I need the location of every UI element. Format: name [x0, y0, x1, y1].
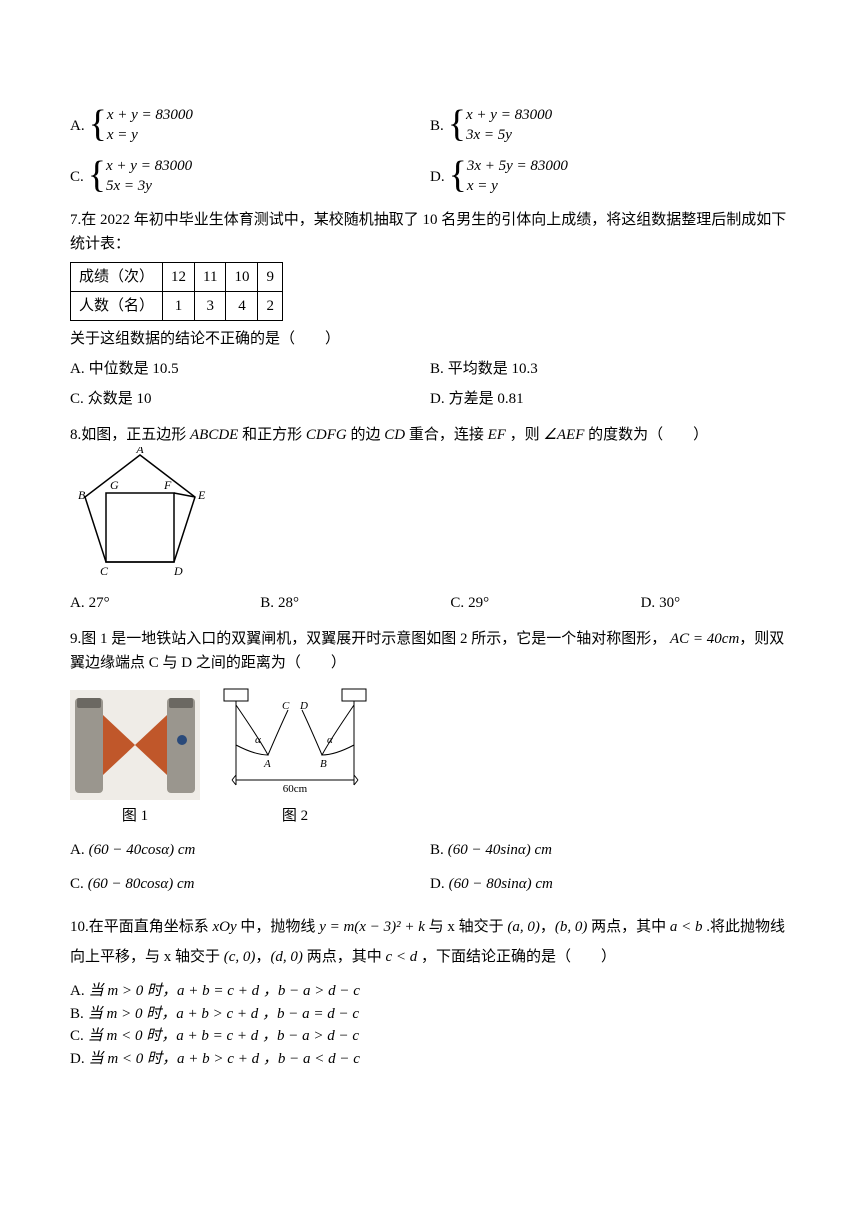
q8-option-a: A.27° [70, 591, 260, 615]
q10-option-d: D.当 m < 0 时，a + b > c + d ，b − a < d − c [70, 1048, 790, 1071]
eq-top: 3x + 5y = 83000 [467, 157, 568, 177]
option-label: D. [430, 165, 445, 189]
q6-option-d: D. { 3x + 5y = 83000 x = y [430, 157, 790, 196]
q10: 10.在平面直角坐标系 xOy 中，抛物线 y = m(x − 3)² + k … [70, 912, 790, 1070]
q8-text: 8.如图，正五边形 ABCDE 和正方形 CDFG 的边 CD 重合，连接 EF… [70, 423, 790, 447]
eq-bot: x = y [467, 177, 568, 197]
svg-text:B: B [320, 758, 327, 770]
eq-top: x + y = 83000 [106, 157, 192, 177]
q10-text: 10.在平面直角坐标系 xOy 中，抛物线 y = m(x − 3)² + k … [70, 912, 790, 972]
q7: 7.在 2022 年初中毕业生体育测试中，某校随机抽取了 10 名男生的引体向上… [70, 208, 790, 411]
svg-text:D: D [173, 564, 183, 577]
q8: 8.如图，正五边形 ABCDE 和正方形 CDFG 的边 CD 重合，连接 EF… [70, 423, 790, 615]
q7-option-c: C.众数是 10 [70, 387, 430, 411]
svg-text:α: α [327, 734, 333, 746]
eq-bot: 3x = 5y [466, 126, 552, 146]
eq-bot: x = y [107, 126, 193, 146]
hdr: 人数（名） [71, 292, 163, 321]
svg-text:E: E [197, 488, 206, 502]
hdr: 成绩（次） [71, 263, 163, 292]
option-label: A. [70, 114, 85, 138]
eq-top: x + y = 83000 [107, 106, 193, 126]
svg-text:C: C [282, 700, 290, 712]
figure-caption: 图 1 [122, 804, 148, 828]
svg-text:A: A [263, 758, 271, 770]
eq-bot: 5x = 3y [106, 177, 192, 197]
option-label: B. [430, 114, 444, 138]
q7-table: 成绩（次） 12 11 10 9 人数（名） 1 3 4 2 [70, 262, 283, 321]
svg-text:C: C [100, 564, 109, 577]
svg-text:F: F [163, 478, 172, 492]
q8-option-b: B.28° [260, 591, 450, 615]
table-row: 成绩（次） 12 11 10 9 [71, 263, 283, 292]
svg-text:A: A [135, 447, 144, 456]
svg-text:60cm: 60cm [283, 783, 308, 795]
q9: 9.图 1 是一地铁站入口的双翼闸机，双翼展开时示意图如图 2 所示，它是一个轴… [70, 627, 790, 896]
turnstile-photo-icon [70, 690, 200, 800]
figure-caption: 图 2 [282, 804, 308, 828]
q7-option-a: A.中位数是 10.5 [70, 357, 430, 381]
svg-text:G: G [110, 478, 119, 492]
q7-option-d: D.方差是 0.81 [430, 387, 790, 411]
pentagon-figure: A B C D E F G [70, 447, 210, 577]
q8-option-c: C.29° [450, 591, 640, 615]
q10-option-a: A.当 m > 0 时，a + b = c + d ，b − a > d − c [70, 980, 790, 1003]
q9-option-a: A.(60 − 40cosα) cm [70, 838, 430, 862]
q6-option-c: C. { x + y = 83000 5x = 3y [70, 157, 430, 196]
q6-option-a: A. { x + y = 83000 x = y [70, 106, 430, 145]
q7-text: 7.在 2022 年初中毕业生体育测试中，某校随机抽取了 10 名男生的引体向上… [70, 208, 790, 256]
svg-text:B: B [78, 488, 86, 502]
q9-option-d: D.(60 − 80sinα) cm [430, 872, 790, 896]
q6-option-b: B. { x + y = 83000 3x = 5y [430, 106, 790, 145]
q10-option-c: C.当 m < 0 时，a + b = c + d ，b − a > d − c [70, 1025, 790, 1048]
turnstile-schematic: A B C D α α 60cm [220, 685, 370, 800]
q10-option-b: B.当 m > 0 时，a + b > c + d ，b − a = d − c [70, 1003, 790, 1026]
q7-lead: 关于这组数据的结论不正确的是（ ） [70, 327, 790, 351]
svg-text:D: D [299, 700, 308, 712]
table-row: 人数（名） 1 3 4 2 [71, 292, 283, 321]
eq-top: x + y = 83000 [466, 106, 552, 126]
q7-option-b: B.平均数是 10.3 [430, 357, 790, 381]
option-label: C. [70, 165, 84, 189]
q8-option-d: D.30° [641, 591, 790, 615]
svg-text:α: α [255, 734, 261, 746]
q9-text: 9.图 1 是一地铁站入口的双翼闸机，双翼展开时示意图如图 2 所示，它是一个轴… [70, 627, 790, 675]
q9-option-c: C.(60 − 80cosα) cm [70, 872, 430, 896]
q6-options: A. { x + y = 83000 x = y B. { x + y = 83… [70, 106, 790, 196]
q9-option-b: B.(60 − 40sinα) cm [430, 838, 790, 862]
